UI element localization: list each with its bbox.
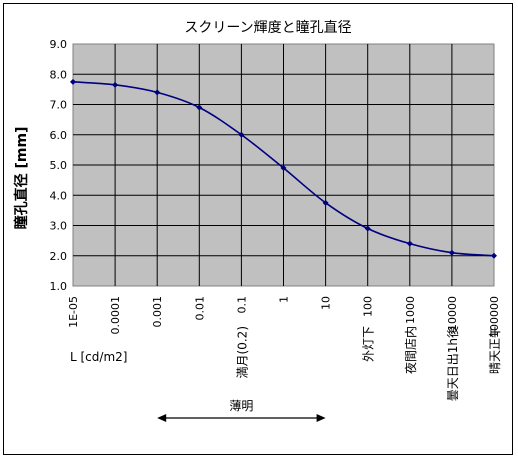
data-point	[280, 165, 287, 172]
tick-labels: 1.0 2.0 3.0 4.0 5.0 6.0 7.0 8.0 9.0 1E-05 0.0001 0.…	[50, 38, 502, 338]
y-axis-label: 瞳孔直径 [mm]	[13, 127, 30, 230]
data-point	[364, 225, 371, 232]
y-tick-label: 3.0	[50, 220, 68, 233]
x-tick-label: 10	[320, 296, 333, 310]
y-tick-label: 8.0	[50, 68, 68, 81]
plot-area	[70, 43, 497, 287]
x-tick-label: 0.01	[193, 296, 206, 321]
data-point	[322, 199, 329, 206]
y-tick-label: 7.0	[50, 99, 68, 112]
chart-frame: スクリーン輝度と瞳孔直径 瞳孔直径 [mm] L [cd/m2] 1.0 2.0 3…	[3, 3, 513, 455]
data-point	[448, 249, 455, 256]
x-tick-label: 100000	[488, 296, 501, 338]
y-tick-label: 1.0	[50, 280, 68, 293]
data-point	[196, 104, 203, 111]
y-tick-label: 9.0	[50, 38, 68, 51]
data-point	[112, 81, 119, 88]
y-tick-label: 5.0	[50, 159, 68, 172]
x-tick-label: 1000	[404, 296, 417, 324]
x-tick-label: 100	[362, 296, 375, 317]
x-tick-label: 0.1	[235, 296, 248, 314]
annotation-label: 夜間店内	[403, 326, 418, 374]
x-tick-label: 0.001	[151, 296, 164, 328]
range-arrow-head-right	[316, 414, 326, 422]
x-tick-label: 0.0001	[109, 296, 122, 335]
annotation-label: 晴天正午	[488, 326, 502, 374]
y-tick-label: 6.0	[50, 129, 68, 142]
range-marker: 薄明	[157, 398, 326, 422]
x-axis-label: L [cd/m2]	[70, 350, 127, 364]
data-point	[70, 78, 76, 85]
x-tick-label: 10000	[446, 296, 459, 331]
annotation-label: 外灯下	[362, 326, 376, 362]
range-label: 薄明	[229, 398, 253, 413]
y-tick-label: 2.0	[50, 250, 68, 263]
data-point	[154, 89, 161, 96]
range-arrow-head-left	[157, 414, 167, 422]
chart: スクリーン輝度と瞳孔直径 瞳孔直径 [mm] L [cd/m2] 1.0 2.0 3…	[13, 19, 502, 422]
data-point	[406, 240, 413, 247]
chart-title: スクリーン輝度と瞳孔直径	[184, 19, 351, 36]
annotations: 満月(0.2) 外灯下 夜間店内 曇天日出1h後 晴天正午	[235, 326, 502, 401]
data-point	[238, 131, 245, 138]
x-tick-label: 1	[278, 296, 291, 303]
annotation-label: 満月(0.2)	[235, 326, 249, 378]
annotation-label: 曇天日出1h後	[446, 326, 460, 401]
data-point	[491, 252, 497, 259]
y-tick-label: 4.0	[50, 189, 68, 202]
x-tick-label: 1E-05	[67, 296, 80, 328]
